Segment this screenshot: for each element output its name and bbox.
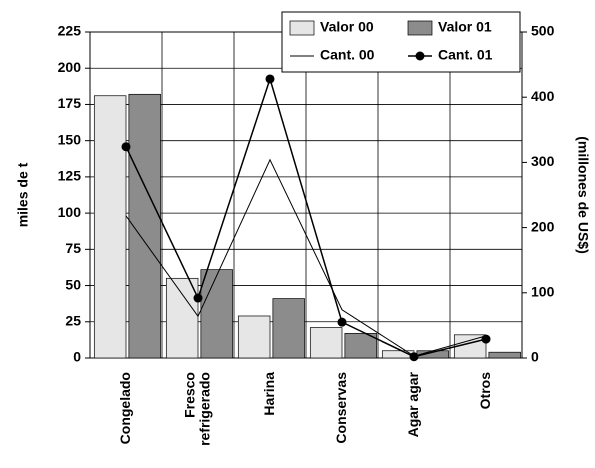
bar [93,95,127,359]
x-tick-label: Conservas [333,372,349,444]
y-tick-label: 75 [65,240,81,256]
marker [409,352,419,362]
y-tick-label: 225 [58,23,82,39]
bar [309,327,343,359]
legend-label: Valor 00 [320,19,374,35]
line [125,76,487,358]
x-tick-label: Harina [261,372,277,416]
y-tick-label: 0 [73,349,81,365]
bar [488,351,521,359]
bar [344,333,377,359]
legend-label: Cant. 01 [438,47,493,63]
y2-tick-label: 500 [531,23,555,39]
y-tick-label: 25 [65,312,81,328]
y-tick-label: 125 [58,168,82,184]
legend-swatch [407,20,433,36]
y-tick-label: 200 [58,59,82,75]
marker [337,317,347,327]
bar [128,93,161,359]
y2-tick-label: 200 [531,218,555,234]
legend-swatch [289,20,315,36]
y-tick-label: 50 [65,276,81,292]
marker [193,293,203,303]
bar [165,277,199,359]
y-tick-label: 100 [58,204,82,220]
marker [265,74,275,84]
y-tick-label: 150 [58,131,82,147]
y-axis-title: miles de t [15,162,31,227]
x-tick-label: Otros [477,372,493,410]
y2-axis-title: (millones de US$) [575,136,591,253]
y2-tick-label: 100 [531,284,555,300]
legend-label: Cant. 00 [320,47,375,63]
marker [121,142,131,152]
y2-tick-label: 0 [531,349,539,365]
bar [237,315,271,359]
x-tick-label: Agar agar [405,371,421,437]
y2-tick-label: 300 [531,153,555,169]
legend-label: Valor 01 [438,19,492,35]
legend-box [281,11,521,73]
bar [200,269,233,359]
line [125,158,487,357]
y-tick-label: 175 [58,95,82,111]
x-tick-label: Frescorefrigerado [181,372,212,446]
marker [481,334,491,344]
y2-tick-label: 400 [531,88,555,104]
x-tick-label: Congelado [117,372,133,444]
legend-marker [415,51,425,61]
bar [272,298,305,359]
